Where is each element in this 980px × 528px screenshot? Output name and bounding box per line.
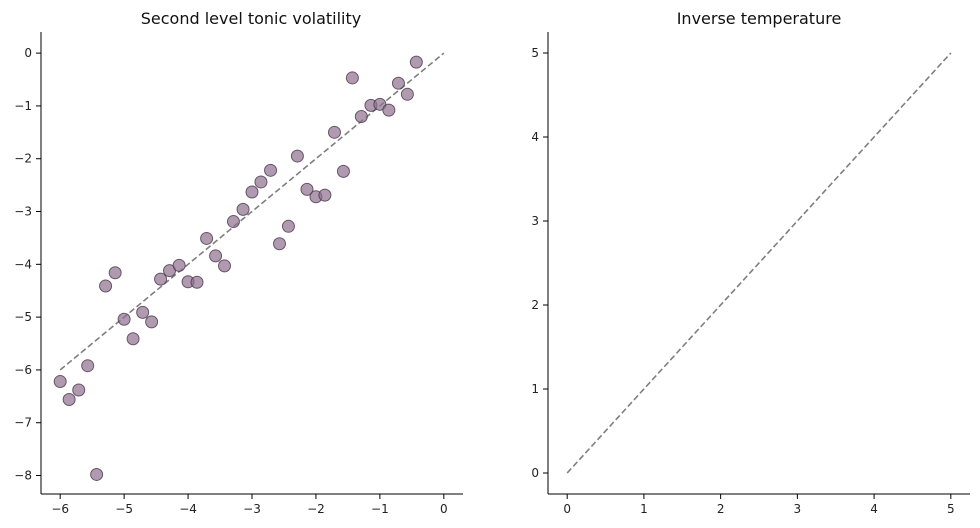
identity-reference-line xyxy=(59,52,445,371)
x-tick-label: −4 xyxy=(179,502,197,516)
y-tick-label: −1 xyxy=(14,99,32,113)
scatter-point xyxy=(290,149,304,163)
scatter-point xyxy=(117,312,131,326)
scatter-point xyxy=(254,175,268,189)
y-tick-label: 0 xyxy=(24,46,32,60)
scatter-points-group xyxy=(53,55,423,481)
scatter-point xyxy=(108,266,122,280)
x-tick-label: 1 xyxy=(640,502,648,516)
tick-group: 0 1 2 3 4 5 0 1 2 3 4 5 xyxy=(531,46,954,516)
x-tick-label: −3 xyxy=(243,502,261,516)
scatter-point xyxy=(345,71,359,85)
scatter-point xyxy=(190,275,204,289)
scatter-point xyxy=(409,55,423,69)
scatter-point xyxy=(264,163,278,177)
scatter-point xyxy=(99,279,113,293)
scatter-point xyxy=(53,375,67,389)
scatter-point xyxy=(272,237,286,251)
scatter-point xyxy=(336,164,350,178)
y-tick-label: 1 xyxy=(531,382,539,396)
scatter-point xyxy=(154,272,168,286)
x-tick-label: 5 xyxy=(947,502,955,516)
tick-group: −6 −5 −4 −3 −2 −1 0 −8 −7 −6 −5 −4 −3 −2 −1 0 xyxy=(14,46,447,516)
panel-inverse-temperature: Inverse temperature 0 1 2 3 4 5 0 1 2 3 4 5 xyxy=(531,9,970,516)
chart-title-tonic-volatility: Second level tonic volatility xyxy=(141,9,362,28)
x-tick-label: −1 xyxy=(371,502,389,516)
scatter-point xyxy=(126,332,140,346)
y-tick-label: −5 xyxy=(14,310,32,324)
scatter-point xyxy=(281,219,295,233)
scatter-point xyxy=(400,87,414,101)
scatter-point xyxy=(318,188,332,202)
y-tick-label: 0 xyxy=(531,466,539,480)
y-tick-label: 4 xyxy=(531,130,539,144)
chart-title-inverse-temperature: Inverse temperature xyxy=(677,9,842,28)
scatter-point xyxy=(72,383,86,397)
scatter-point xyxy=(236,202,250,216)
y-tick-label: 3 xyxy=(531,214,539,228)
scatter-point xyxy=(382,103,396,117)
scatter-point xyxy=(373,97,387,111)
reference-line-group xyxy=(566,52,952,474)
scatter-point xyxy=(245,185,259,199)
x-tick-label: −6 xyxy=(51,502,69,516)
scatter-point xyxy=(391,76,405,90)
y-tick-label: 5 xyxy=(531,46,539,60)
scatter-point xyxy=(81,359,95,373)
scatter-point xyxy=(62,392,76,406)
scatter-point xyxy=(226,215,240,229)
y-tick-label: −4 xyxy=(14,257,32,271)
y-tick-label: 2 xyxy=(531,298,539,312)
identity-reference-line xyxy=(566,52,952,474)
scatter-point xyxy=(200,231,214,245)
y-tick-label: −7 xyxy=(14,416,32,430)
y-tick-label: −3 xyxy=(14,205,32,219)
y-tick-label: −6 xyxy=(14,363,32,377)
scatter-point xyxy=(172,258,186,272)
y-tick-label: −8 xyxy=(14,469,32,483)
scatter-point xyxy=(136,305,150,319)
scatter-point xyxy=(90,467,104,481)
scatter-point xyxy=(218,259,232,273)
x-tick-label: 0 xyxy=(440,502,448,516)
x-tick-label: −5 xyxy=(115,502,133,516)
x-tick-label: −2 xyxy=(307,502,325,516)
x-tick-label: 0 xyxy=(563,502,571,516)
scatter-point xyxy=(209,249,223,263)
scatter-point xyxy=(354,109,368,123)
y-tick-label: −2 xyxy=(14,152,32,166)
scatter-point xyxy=(327,125,341,139)
scatter-point xyxy=(145,315,159,329)
x-tick-label: 3 xyxy=(794,502,802,516)
reference-line-group xyxy=(59,52,445,371)
x-tick-label: 2 xyxy=(717,502,725,516)
scatter-point xyxy=(300,182,314,196)
panel-tonic-volatility: Second level tonic volatility −6 −5 −4 −3 −2… xyxy=(14,9,463,516)
x-tick-label: 4 xyxy=(870,502,878,516)
